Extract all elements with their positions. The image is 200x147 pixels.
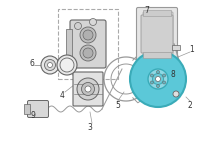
- Circle shape: [156, 85, 160, 87]
- Circle shape: [173, 91, 179, 97]
- Circle shape: [83, 48, 93, 58]
- Circle shape: [74, 22, 82, 30]
- Circle shape: [80, 45, 96, 61]
- Text: 9: 9: [31, 111, 35, 120]
- FancyBboxPatch shape: [28, 101, 48, 117]
- Text: 6: 6: [30, 59, 34, 67]
- Circle shape: [156, 76, 160, 81]
- Circle shape: [148, 69, 168, 89]
- Bar: [143, 10, 171, 16]
- Bar: [143, 52, 171, 58]
- FancyBboxPatch shape: [136, 7, 178, 61]
- FancyBboxPatch shape: [73, 72, 103, 106]
- FancyBboxPatch shape: [143, 12, 173, 56]
- Circle shape: [130, 51, 186, 107]
- Bar: [172, 45, 180, 50]
- Text: 1: 1: [190, 45, 194, 54]
- Text: 7: 7: [145, 5, 149, 15]
- FancyBboxPatch shape: [141, 15, 173, 53]
- Bar: [24, 104, 30, 114]
- Circle shape: [90, 19, 96, 25]
- Circle shape: [156, 71, 160, 74]
- Circle shape: [80, 27, 96, 43]
- Circle shape: [150, 81, 153, 84]
- Circle shape: [150, 74, 153, 77]
- Text: 3: 3: [88, 122, 92, 132]
- Bar: [58, 9, 118, 79]
- Circle shape: [77, 78, 99, 100]
- Circle shape: [48, 62, 52, 67]
- Circle shape: [44, 60, 56, 71]
- Text: 5: 5: [116, 101, 120, 110]
- Circle shape: [82, 82, 95, 96]
- Circle shape: [60, 58, 74, 72]
- Bar: [66, 29, 72, 59]
- FancyBboxPatch shape: [70, 20, 106, 68]
- Text: 8: 8: [171, 70, 175, 78]
- Circle shape: [57, 55, 77, 75]
- Circle shape: [163, 74, 166, 77]
- Circle shape: [85, 86, 91, 92]
- Text: 2: 2: [188, 101, 192, 110]
- Circle shape: [163, 81, 166, 84]
- Text: 4: 4: [60, 91, 64, 100]
- Circle shape: [153, 74, 164, 85]
- Circle shape: [41, 56, 59, 74]
- Circle shape: [83, 30, 93, 40]
